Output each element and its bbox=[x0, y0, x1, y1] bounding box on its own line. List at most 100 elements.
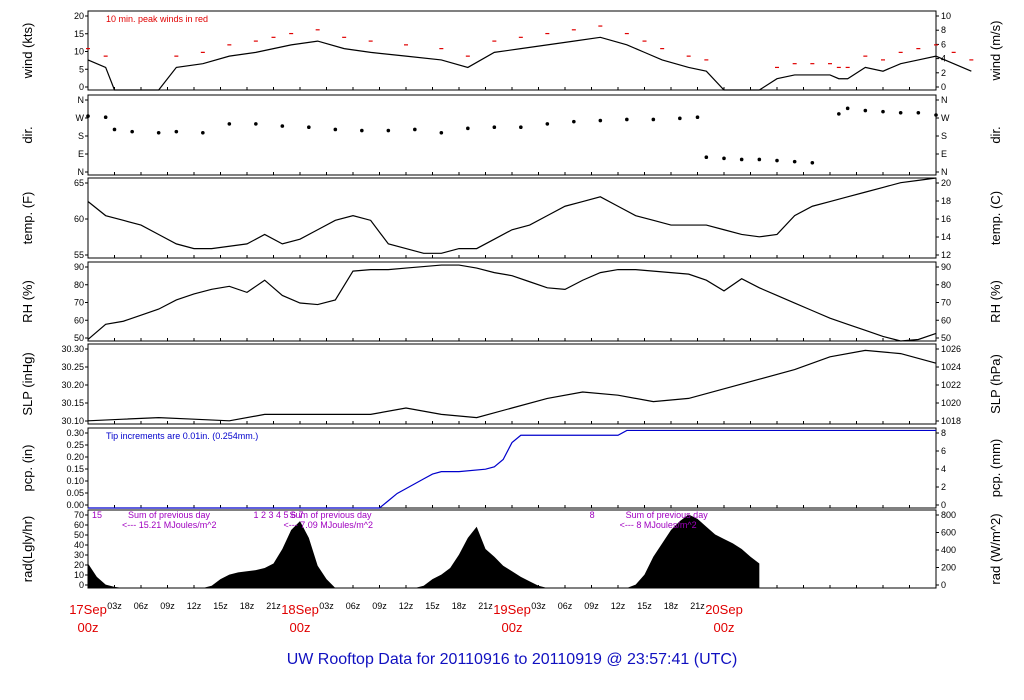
dir-left-axis-label: dir. bbox=[20, 126, 35, 143]
rad-right-tick-label: 200 bbox=[941, 563, 956, 573]
slp-right-tick-label: 1020 bbox=[941, 398, 961, 408]
dir-point bbox=[386, 128, 391, 133]
temp-left-tick-label: 55 bbox=[74, 250, 84, 260]
rad-hour-marks: 1 2 3 4 5 6 7 bbox=[254, 510, 304, 520]
dir-point bbox=[174, 129, 179, 134]
dir-right-tick-label: N bbox=[941, 167, 948, 177]
x-hour-label: 03z bbox=[531, 601, 546, 611]
rad-left-axis-label: rad(Lgly/hr) bbox=[20, 516, 35, 582]
dir-point bbox=[757, 157, 762, 162]
dir-panel bbox=[85, 94, 939, 176]
temp-right-axis-label: temp. (C) bbox=[988, 191, 1003, 245]
wind-right-tick-label: 0 bbox=[941, 82, 946, 92]
slp-series-line bbox=[87, 349, 937, 422]
dir-point bbox=[775, 158, 779, 163]
dir-point bbox=[695, 115, 700, 120]
dir-point bbox=[519, 125, 523, 130]
slp-left-tick-label: 30.15 bbox=[61, 398, 84, 408]
dir-right-tick-label: E bbox=[941, 149, 947, 159]
rad-sum-value: <--- 7.09 MJoules/m^2 bbox=[284, 520, 374, 530]
dir-point bbox=[333, 127, 338, 132]
dir-point bbox=[492, 125, 497, 130]
x-day-date-label: 19Sep bbox=[493, 602, 531, 617]
dir-point bbox=[201, 130, 205, 135]
dir-point bbox=[722, 156, 726, 161]
slp-right-tick-label: 1022 bbox=[941, 380, 961, 390]
x-hour-label: 06z bbox=[558, 601, 573, 611]
pcp-right-tick-label: 2 bbox=[941, 482, 946, 492]
dir-point bbox=[598, 118, 603, 123]
x-hour-label: 03z bbox=[107, 601, 122, 611]
dir-point bbox=[792, 159, 797, 164]
rad-left-tick-label: 60 bbox=[74, 520, 84, 530]
pcp-left-axis-label: pcp. (in) bbox=[20, 445, 35, 492]
x-day-time-label: 00z bbox=[78, 620, 99, 635]
rh-frame bbox=[87, 261, 937, 342]
x-day-time-label: 00z bbox=[290, 620, 311, 635]
temp-series-line bbox=[87, 177, 937, 254]
rad-area bbox=[88, 514, 760, 588]
dir-left-tick-label: N bbox=[78, 167, 85, 177]
x-hour-label: 15z bbox=[425, 601, 440, 611]
wind-left-tick-label: 15 bbox=[74, 29, 84, 39]
x-hour-label: 18z bbox=[452, 601, 467, 611]
temp-right-tick-label: 20 bbox=[941, 178, 951, 188]
rh-left-tick-label: 70 bbox=[74, 298, 84, 308]
rad-sum-title: Sum of previous day bbox=[128, 510, 211, 520]
rad-right-tick-label: 0 bbox=[941, 580, 946, 590]
dir-point bbox=[254, 122, 258, 126]
dir-point bbox=[651, 117, 656, 122]
rad-left-tick-label: 70 bbox=[74, 510, 84, 520]
temp-left-tick-label: 60 bbox=[74, 214, 84, 224]
x-day-date-label: 17Sep bbox=[69, 602, 107, 617]
x-hour-label: 18z bbox=[664, 601, 679, 611]
rad-hour-marks: 8 bbox=[590, 510, 595, 520]
dir-point bbox=[863, 108, 868, 113]
wind-left-tick-label: 10 bbox=[74, 47, 84, 57]
rh-right-tick-label: 80 bbox=[941, 280, 951, 290]
rad-right-tick-label: 400 bbox=[941, 545, 956, 555]
x-hour-label: 09z bbox=[372, 601, 387, 611]
rh-left-tick-label: 60 bbox=[74, 315, 84, 325]
dir-left-tick-label: S bbox=[78, 131, 84, 141]
x-hour-label: 18z bbox=[240, 601, 255, 611]
dir-left-tick-label: N bbox=[78, 95, 85, 105]
x-hour-label: 15z bbox=[637, 601, 652, 611]
temp-panel bbox=[85, 177, 939, 259]
slp-right-tick-label: 1018 bbox=[941, 416, 961, 426]
pcp-left-tick-label: 0.15 bbox=[66, 464, 84, 474]
dir-point bbox=[837, 112, 841, 116]
wind-right-tick-label: 4 bbox=[941, 54, 946, 64]
dir-left-tick-label: E bbox=[78, 149, 84, 159]
slp-right-axis-label: SLP (hPa) bbox=[988, 354, 1003, 414]
rad-sum-value: <--- 15.21 MJoules/m^2 bbox=[122, 520, 217, 530]
wind-left-tick-label: 20 bbox=[74, 11, 84, 21]
x-hour-label: 12z bbox=[187, 601, 202, 611]
rad-left-tick-label: 30 bbox=[74, 550, 84, 560]
dir-point bbox=[227, 122, 232, 126]
rad-left-tick-label: 40 bbox=[74, 540, 84, 550]
rad-sum-title: Sum of previous day bbox=[290, 510, 373, 520]
slp-left-tick-label: 30.10 bbox=[61, 416, 84, 426]
rad-left-tick-label: 50 bbox=[74, 530, 84, 540]
rad-right-axis-label: rad (W/m^2) bbox=[988, 513, 1003, 584]
wind-left-tick-label: 5 bbox=[79, 64, 84, 74]
dir-point bbox=[845, 106, 850, 111]
pcp-annotation: Tip increments are 0.01in. (0.254mm.) bbox=[106, 431, 258, 441]
dir-point bbox=[678, 116, 682, 121]
pcp-right-tick-label: 8 bbox=[941, 428, 946, 438]
x-hour-label: 06z bbox=[134, 601, 149, 611]
rh-left-tick-label: 50 bbox=[74, 333, 84, 343]
rad-hour-marks: 15 bbox=[92, 510, 102, 520]
pcp-panel bbox=[85, 427, 939, 509]
dir-point bbox=[466, 126, 470, 131]
slp-left-tick-label: 30.20 bbox=[61, 380, 84, 390]
wind-left-tick-label: 0 bbox=[79, 82, 84, 92]
x-hour-label: 21z bbox=[690, 601, 705, 611]
slp-frame bbox=[87, 343, 937, 425]
slp-left-tick-label: 30.30 bbox=[61, 344, 84, 354]
dir-point bbox=[934, 113, 938, 117]
wind-panel bbox=[85, 10, 974, 91]
temp-right-tick-label: 14 bbox=[941, 232, 951, 242]
wind-right-tick-label: 2 bbox=[941, 68, 946, 78]
